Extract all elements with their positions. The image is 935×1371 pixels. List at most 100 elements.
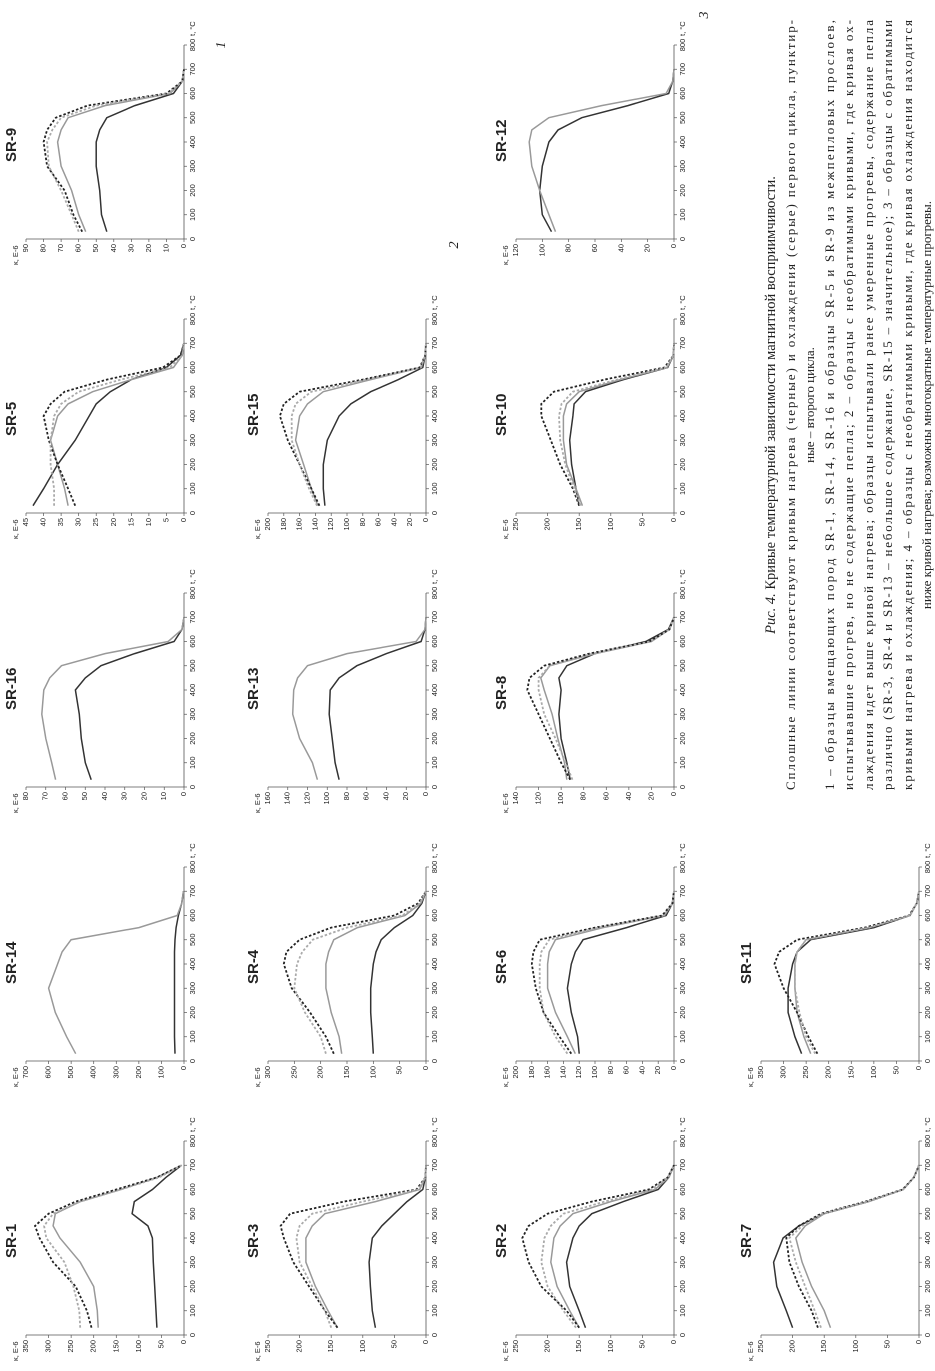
x-tick-label: 500 (188, 385, 197, 398)
x-tick-label: 300 (430, 1256, 439, 1269)
x-axis-label: t, °C (678, 21, 687, 36)
x-tick-label: 600 (923, 909, 932, 922)
chart-title: SR-5 (3, 402, 20, 436)
x-tick-label: 400 (188, 684, 197, 697)
y-tick-label: 150 (326, 1340, 335, 1353)
x-tick-label: 200 (430, 1280, 439, 1293)
y-tick-label: 5 (161, 518, 170, 522)
x-tick-label: 800 (678, 39, 687, 52)
x-tick-label: 600 (430, 361, 439, 374)
y-tick-label: 0 (421, 1340, 430, 1344)
y-tick-label: 50 (156, 1340, 165, 1348)
x-tick-label: 700 (188, 885, 197, 898)
x-axis-label: t, °C (188, 843, 197, 858)
x-tick-label: 0 (430, 785, 439, 789)
x-tick-label: 300 (923, 982, 932, 995)
x-tick-label: 400 (430, 1232, 439, 1245)
data-line (562, 343, 675, 506)
x-axis-label: t, °C (430, 569, 439, 584)
y-tick-label: 40 (109, 244, 118, 252)
x-tick-label: 400 (678, 958, 687, 971)
x-tick-label: 200 (188, 732, 197, 745)
x-tick-label: 100 (188, 482, 197, 495)
x-axis-label: t, °C (678, 843, 687, 858)
y-tick-label: 120 (574, 1066, 583, 1079)
y-tick-label: 50 (91, 244, 100, 252)
x-tick-label: 800 (188, 861, 197, 874)
y-tick-label: 150 (846, 1066, 855, 1079)
y-tick-label: 0 (179, 244, 188, 248)
y-tick-label: 80 (21, 792, 30, 800)
y-tick-label: 0 (179, 1340, 188, 1344)
chart-title: SR-2 (493, 1224, 510, 1258)
y-tick-label: 10 (161, 244, 170, 252)
x-axis-label: t, °C (430, 843, 439, 858)
x-tick-label: 200 (188, 184, 197, 197)
x-tick-label: 400 (923, 1232, 932, 1245)
y-tick-label: 120 (534, 792, 543, 805)
y-tick-label: 250 (511, 1340, 520, 1353)
data-line (558, 616, 675, 780)
x-tick-label: 800 (678, 861, 687, 874)
y-tick-label: 40 (637, 1066, 646, 1074)
x-tick-label: 500 (188, 933, 197, 946)
y-tick-label: 0 (914, 1340, 923, 1344)
x-tick-label: 700 (678, 885, 687, 898)
data-line (546, 891, 675, 1055)
y-axis-label: κ, E-6 (501, 245, 510, 265)
y-tick-label: 50 (882, 1340, 891, 1348)
x-tick-label: 600 (188, 635, 197, 648)
data-line (41, 617, 185, 780)
figure-label: Рис. 4. (763, 593, 779, 635)
y-tick-label: 200 (824, 1066, 833, 1079)
data-line (293, 890, 427, 1054)
x-tick-label: 100 (430, 1030, 439, 1043)
y-tick-label: 200 (89, 1340, 98, 1353)
y-tick-label: 0 (179, 1066, 188, 1070)
y-tick-label: 160 (543, 1066, 552, 1079)
x-tick-label: 600 (188, 909, 197, 922)
y-tick-label: 70 (56, 244, 65, 252)
data-line (530, 891, 675, 1055)
y-tick-label: 60 (74, 244, 83, 252)
x-tick-label: 0 (678, 511, 687, 515)
y-tick-label: 150 (111, 1340, 120, 1353)
x-tick-label: 700 (678, 337, 687, 350)
data-line (521, 1164, 675, 1329)
data-line (295, 1165, 427, 1329)
x-tick-label: 500 (430, 385, 439, 398)
x-tick-label: 200 (923, 1006, 932, 1019)
y-tick-label: 35 (56, 518, 65, 526)
chart-title: SR-13 (245, 667, 262, 710)
y-tick-label: 250 (263, 1340, 272, 1353)
x-tick-label: 500 (430, 1207, 439, 1220)
data-line (538, 891, 675, 1055)
y-tick-label: 30 (74, 518, 83, 526)
data-line (566, 891, 675, 1054)
x-tick-label: 200 (430, 732, 439, 745)
data-line (305, 1165, 427, 1329)
y-tick-label: 400 (89, 1066, 98, 1079)
x-tick-label: 500 (188, 1207, 197, 1220)
chart-title: SR-15 (245, 393, 262, 436)
data-line (325, 890, 427, 1054)
data-line (540, 1164, 675, 1329)
data-line (537, 616, 675, 781)
data-line (131, 1164, 183, 1328)
x-axis-label: t, °C (923, 1117, 932, 1132)
x-tick-label: 0 (678, 1333, 687, 1337)
y-tick-label: 90 (21, 244, 30, 252)
y-tick-label: 150 (574, 518, 583, 531)
x-tick-label: 600 (678, 87, 687, 100)
x-tick-label: 200 (678, 458, 687, 471)
y-tick-label: 50 (891, 1066, 900, 1074)
y-tick-label: 150 (819, 1340, 828, 1353)
x-tick-label: 100 (430, 1304, 439, 1317)
x-tick-label: 100 (678, 756, 687, 769)
caption-line: ные – второго цикла. (802, 347, 817, 463)
y-tick-label: 200 (316, 1066, 325, 1079)
x-tick-label: 700 (678, 63, 687, 76)
x-tick-label: 700 (430, 1159, 439, 1172)
y-tick-label: 0 (421, 1066, 430, 1070)
chart-title: SR-6 (493, 950, 510, 984)
